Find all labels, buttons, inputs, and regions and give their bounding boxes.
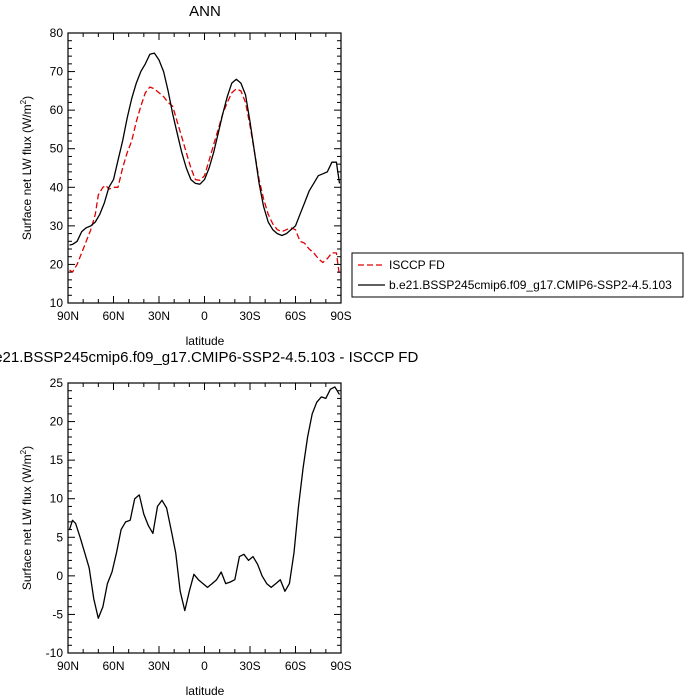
bottom-chart-x-ticks: 90N 60N 30N 0 30S 60S 90S — [57, 383, 352, 673]
top-chart-frame — [67, 32, 342, 304]
x-tick-label: 90N — [57, 309, 79, 323]
top-chart-title: ANN — [189, 3, 221, 20]
series-line-0 — [69, 86, 341, 277]
bottom-chart-frame — [67, 382, 342, 654]
top-chart-lines — [69, 52, 341, 277]
y-tick-label: 80 — [50, 26, 64, 40]
bottom-chart-y-ticks: -10 -5 0 5 10 15 20 25 — [46, 376, 341, 660]
top-chart: ANN 90N 60N 30N 0 30S 60S 90S 10 20 30 40 50 60 70 80… — [19, 3, 684, 348]
top-chart-y-label: Surface net LW flux (W/m2) — [19, 96, 34, 240]
top-chart-y-label-sup: 2 — [19, 99, 28, 104]
bottom-chart-y-label-close: ) — [20, 446, 34, 450]
y-tick-label: 70 — [50, 65, 64, 79]
x-tick-label: 30N — [148, 309, 170, 323]
bottom-chart-lines — [68, 386, 341, 619]
y-tick-label: 40 — [50, 180, 64, 194]
x-tick-label: 60S — [285, 309, 306, 323]
bottom-chart-y-label: Surface net LW flux (W/m2) — [19, 446, 34, 590]
series-line-0 — [68, 386, 341, 619]
legend: ISCCP FD b.e21.BSSP245cmip6.f09_g17.CMIP… — [351, 252, 684, 298]
y-tick-label: -5 — [52, 607, 63, 621]
y-tick-label: 15 — [50, 453, 64, 467]
legend-label-isccp: ISCCP FD — [389, 258, 445, 272]
top-chart-y-label-close: ) — [20, 96, 34, 100]
y-tick-label: 10 — [50, 492, 64, 506]
x-tick-label: 30S — [239, 309, 260, 323]
top-chart-y-ticks: 10 20 30 40 50 60 70 80 — [50, 26, 341, 310]
series-line-1 — [69, 52, 341, 246]
top-chart-x-ticks: 90N 60N 30N 0 30S 60S 90S — [57, 33, 352, 323]
x-tick-label: 90S — [330, 309, 351, 323]
y-tick-label: 50 — [50, 142, 64, 156]
y-tick-label: 30 — [50, 219, 64, 233]
y-tick-label: 60 — [50, 103, 64, 117]
y-tick-label: 0 — [56, 569, 63, 583]
top-chart-x-label: latitude — [186, 334, 225, 348]
x-tick-label: 60N — [102, 659, 124, 673]
y-tick-label: -10 — [46, 646, 64, 660]
x-tick-label: 30S — [239, 659, 260, 673]
legend-box — [351, 252, 684, 298]
x-tick-label: 0 — [201, 659, 208, 673]
bottom-chart: b.e21.BSSP245cmip6.f09_g17.CMIP6-SSP2-4.… — [0, 349, 418, 698]
bottom-chart-y-label-sup: 2 — [19, 449, 28, 454]
bottom-chart-y-label-main: Surface net LW flux (W/m — [20, 454, 34, 590]
bottom-chart-title: b.e21.BSSP245cmip6.f09_g17.CMIP6-SSP2-4.… — [0, 349, 418, 366]
y-tick-label: 25 — [50, 376, 64, 390]
x-tick-label: 90S — [330, 659, 351, 673]
x-tick-label: 60S — [285, 659, 306, 673]
legend-label-model: b.e21.BSSP245cmip6.f09_g17.CMIP6-SSP2-4.… — [389, 278, 672, 292]
bottom-chart-x-label: latitude — [186, 684, 225, 698]
x-tick-label: 90N — [57, 659, 79, 673]
y-tick-label: 5 — [56, 530, 63, 544]
y-tick-label: 20 — [50, 415, 64, 429]
y-tick-label: 20 — [50, 257, 64, 271]
y-tick-label: 10 — [50, 296, 64, 310]
x-tick-label: 30N — [148, 659, 170, 673]
x-tick-label: 60N — [102, 309, 124, 323]
x-tick-label: 0 — [201, 309, 208, 323]
top-chart-y-label-main: Surface net LW flux (W/m — [20, 104, 34, 240]
